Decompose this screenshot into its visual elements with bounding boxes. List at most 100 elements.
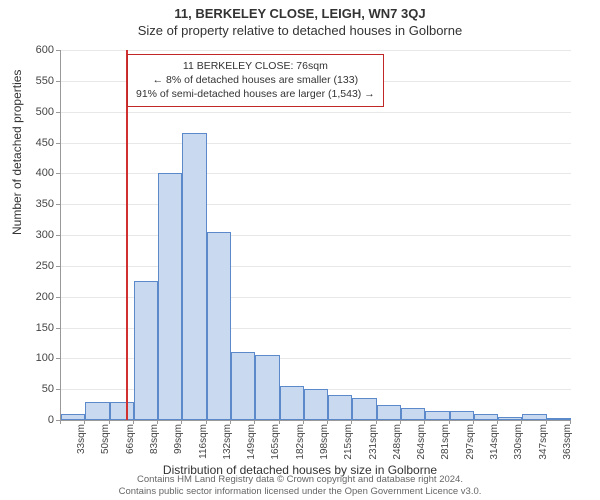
- page-title: 11, BERKELEY CLOSE, LEIGH, WN7 3QJ: [0, 0, 600, 21]
- y-tick-mark: [56, 389, 60, 390]
- y-tick-label: 500: [24, 106, 54, 118]
- x-tick-label: 363sqm: [562, 424, 573, 460]
- x-tick-mark: [84, 420, 85, 424]
- bar: [207, 232, 231, 420]
- x-tick-label: 50sqm: [100, 424, 111, 454]
- x-tick-label: 198sqm: [319, 424, 330, 460]
- y-tick-label: 50: [24, 383, 54, 395]
- bar: [61, 414, 85, 420]
- bar: [328, 395, 352, 420]
- bar: [182, 133, 206, 420]
- x-tick-label: 297sqm: [465, 424, 476, 460]
- x-tick-mark: [181, 420, 182, 424]
- y-tick-label: 100: [24, 352, 54, 364]
- bar: [522, 414, 546, 420]
- y-tick-mark: [56, 328, 60, 329]
- x-tick-mark: [230, 420, 231, 424]
- bar: [110, 402, 134, 421]
- bar: [425, 411, 449, 420]
- y-tick-label: 300: [24, 229, 54, 241]
- x-tick-mark: [521, 420, 522, 424]
- x-tick-label: 149sqm: [246, 424, 257, 460]
- bar: [134, 281, 158, 420]
- x-tick-label: 248sqm: [392, 424, 403, 460]
- bar: [85, 402, 109, 421]
- x-tick-mark: [570, 420, 571, 424]
- x-tick-label: 330sqm: [513, 424, 524, 460]
- y-tick-mark: [56, 50, 60, 51]
- bar: [280, 386, 304, 420]
- bar: [377, 405, 401, 420]
- grid-line: [61, 143, 571, 144]
- bar: [231, 352, 255, 420]
- x-tick-mark: [109, 420, 110, 424]
- bar: [450, 411, 474, 420]
- info-line-1: 11 BERKELEY CLOSE: 76sqm: [136, 59, 375, 73]
- bar: [255, 355, 279, 420]
- y-tick-mark: [56, 143, 60, 144]
- x-tick-mark: [254, 420, 255, 424]
- y-tick-label: 450: [24, 137, 54, 149]
- x-tick-label: 116sqm: [198, 424, 209, 459]
- x-tick-label: 83sqm: [149, 424, 160, 454]
- histogram-plot: 11 BERKELEY CLOSE: 76sqm ← 8% of detache…: [60, 50, 571, 421]
- x-tick-mark: [206, 420, 207, 424]
- info-line-3: 91% of semi-detached houses are larger (…: [136, 87, 375, 101]
- x-tick-mark: [546, 420, 547, 424]
- footer-line-2: Contains public sector information licen…: [0, 486, 600, 498]
- chart-area: 11 BERKELEY CLOSE: 76sqm ← 8% of detache…: [50, 50, 570, 420]
- x-tick-label: 33sqm: [76, 424, 87, 454]
- x-tick-label: 132sqm: [222, 424, 233, 460]
- x-tick-label: 347sqm: [538, 424, 549, 460]
- bar: [158, 173, 182, 420]
- y-tick-mark: [56, 297, 60, 298]
- x-tick-mark: [279, 420, 280, 424]
- x-tick-mark: [376, 420, 377, 424]
- x-tick-label: 314sqm: [489, 424, 500, 460]
- x-tick-label: 182sqm: [295, 424, 306, 460]
- x-tick-mark: [327, 420, 328, 424]
- x-tick-mark: [133, 420, 134, 424]
- y-tick-label: 400: [24, 167, 54, 179]
- y-tick-label: 600: [24, 44, 54, 56]
- x-tick-mark: [351, 420, 352, 424]
- y-tick-label: 550: [24, 75, 54, 87]
- y-tick-label: 250: [24, 260, 54, 272]
- bar: [401, 408, 425, 420]
- x-tick-label: 66sqm: [125, 424, 136, 454]
- y-tick-mark: [56, 112, 60, 113]
- y-tick-mark: [56, 266, 60, 267]
- x-tick-mark: [400, 420, 401, 424]
- y-tick-label: 150: [24, 322, 54, 334]
- y-tick-mark: [56, 204, 60, 205]
- y-axis-title: Number of detached properties: [10, 70, 24, 235]
- x-tick-mark: [60, 420, 61, 424]
- y-tick-mark: [56, 235, 60, 236]
- x-tick-label: 231sqm: [368, 424, 379, 460]
- bar: [547, 418, 571, 420]
- x-tick-mark: [449, 420, 450, 424]
- grid-line: [61, 173, 571, 174]
- x-tick-label: 165sqm: [270, 424, 281, 460]
- y-tick-mark: [56, 358, 60, 359]
- grid-line: [61, 204, 571, 205]
- x-tick-label: 281sqm: [440, 424, 451, 460]
- grid-line: [61, 112, 571, 113]
- footer-line-1: Contains HM Land Registry data © Crown c…: [0, 474, 600, 486]
- footer: Contains HM Land Registry data © Crown c…: [0, 474, 600, 498]
- y-tick-label: 200: [24, 291, 54, 303]
- x-tick-mark: [424, 420, 425, 424]
- x-tick-label: 264sqm: [416, 424, 427, 460]
- info-box: 11 BERKELEY CLOSE: 76sqm ← 8% of detache…: [127, 54, 384, 107]
- y-tick-mark: [56, 173, 60, 174]
- x-tick-label: 99sqm: [173, 424, 184, 454]
- grid-line: [61, 235, 571, 236]
- bar: [474, 414, 498, 420]
- info-line-2: ← 8% of detached houses are smaller (133…: [136, 73, 375, 87]
- chart-subtitle: Size of property relative to detached ho…: [0, 21, 600, 38]
- bar: [304, 389, 328, 420]
- x-tick-label: 215sqm: [343, 424, 354, 460]
- x-tick-mark: [303, 420, 304, 424]
- bar: [352, 398, 376, 420]
- y-tick-label: 0: [24, 414, 54, 426]
